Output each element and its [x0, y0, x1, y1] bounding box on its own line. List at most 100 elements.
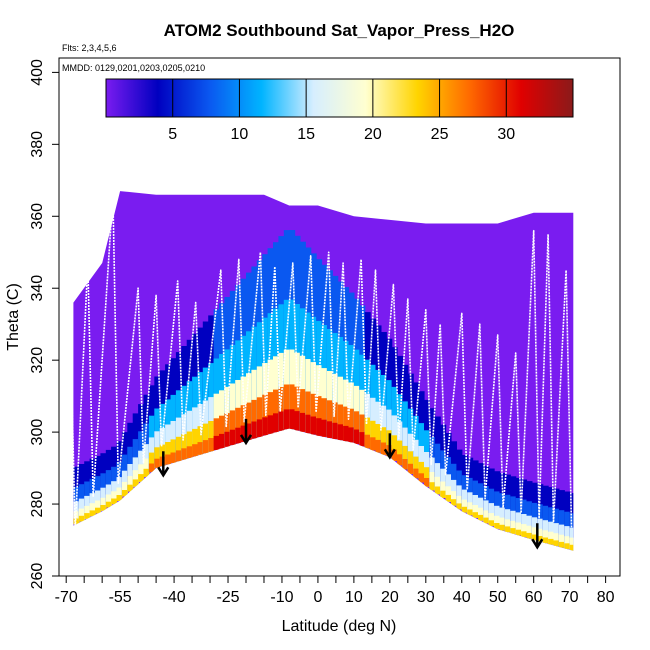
humidity-cell — [106, 502, 112, 508]
colorbar: 5 10 15 20 25 30 — [106, 79, 573, 143]
humidity-cell — [435, 487, 441, 495]
humidity-cell — [289, 409, 295, 429]
humidity-cell — [176, 450, 182, 461]
humidity-cell — [429, 482, 435, 490]
y-tick-label: 320 — [29, 347, 46, 374]
colorbar-tick-label: 20 — [364, 126, 382, 143]
x-axis-label: Latitude (deg N) — [282, 618, 397, 635]
humidity-cell — [262, 417, 268, 435]
humidity-cell — [451, 499, 457, 505]
humidity-cell — [338, 424, 344, 440]
humidity-cell — [224, 432, 230, 447]
chart-title: ATOM2 Southbound Sat_Vapor_Press_H2O — [164, 21, 515, 40]
humidity-cell — [510, 528, 516, 534]
humidity-cell — [478, 515, 484, 521]
humidity-cell — [543, 538, 549, 544]
humidity-cell — [332, 423, 338, 439]
humidity-cell — [305, 415, 311, 434]
humidity-cell — [84, 513, 90, 519]
humidity-cell — [446, 495, 452, 502]
humidity-cell — [402, 459, 408, 470]
x-tick-label: -25 — [216, 589, 239, 606]
humidity-cell — [122, 490, 128, 496]
humidity-cell — [300, 413, 306, 432]
chart-canvas: ATOM2 Southbound Sat_Vapor_Press_H2O Flt… — [0, 0, 650, 650]
humidity-cell — [192, 444, 198, 456]
humidity-cell — [456, 503, 462, 509]
humidity-cell — [570, 545, 576, 551]
humidity-cell — [554, 540, 560, 546]
y-tick-label: 400 — [29, 59, 46, 86]
y-tick-label: 300 — [29, 419, 46, 446]
y-tick-label: 360 — [29, 203, 46, 230]
humidity-cell — [548, 539, 554, 545]
humidity-cell — [483, 518, 489, 524]
x-tick-label: 20 — [381, 589, 399, 606]
x-tick-label: 0 — [313, 589, 322, 606]
y-axis: 260280300320340360380400 — [29, 59, 59, 589]
humidity-cell — [365, 435, 371, 449]
humidity-cell — [181, 448, 187, 459]
humidity-cell — [316, 418, 322, 436]
x-tick-label: 80 — [597, 589, 615, 606]
humidity-cell — [79, 516, 85, 522]
humidity-cell — [230, 430, 236, 445]
humidity-cell — [462, 507, 468, 513]
humidity-cell — [187, 446, 193, 458]
x-tick-label: 50 — [489, 589, 507, 606]
humidity-cell — [349, 427, 355, 442]
humidity-cell — [397, 454, 403, 465]
humidity-cell — [311, 417, 317, 435]
x-tick-label: -55 — [109, 589, 132, 606]
y-tick-label: 260 — [29, 563, 46, 590]
humidity-cell — [165, 455, 171, 465]
humidity-cell — [127, 485, 133, 492]
humidity-cell — [467, 510, 473, 516]
y-tick-label: 340 — [29, 275, 46, 302]
colorbar-tick-label: 5 — [168, 126, 177, 143]
humidity-cell — [473, 512, 479, 518]
humidity-cell — [90, 510, 96, 516]
x-tick-label: 60 — [525, 589, 543, 606]
x-tick-label: 10 — [345, 589, 363, 606]
humidity-cell — [198, 442, 204, 455]
humidity-cell — [278, 411, 284, 431]
humidity-cell — [219, 434, 225, 449]
humidity-cell — [203, 440, 209, 453]
humidity-cell — [100, 505, 106, 511]
humidity-cell — [295, 411, 301, 431]
x-tick-label: 70 — [561, 589, 579, 606]
x-tick-label: 40 — [453, 589, 471, 606]
flights-label: Flts: 2,3,4,5,6 — [62, 43, 117, 53]
humidity-cell — [111, 499, 117, 505]
colorbar-swatch — [106, 79, 573, 117]
humidity-cell — [327, 421, 333, 438]
humidity-cell — [343, 426, 349, 441]
humidity-cell — [564, 543, 570, 549]
mmdd-label: MMDD: 0129,0201,0203,0205,0210 — [62, 63, 205, 73]
colorbar-tick-label: 30 — [497, 126, 515, 143]
humidity-cell — [370, 437, 376, 450]
humidity-cell — [419, 473, 425, 482]
humidity-cell — [440, 491, 446, 498]
humidity-cell — [376, 440, 382, 453]
humidity-cell — [208, 438, 214, 452]
humidity-cell — [268, 415, 274, 434]
x-tick-label: -40 — [163, 589, 186, 606]
humidity-cell — [149, 464, 155, 473]
humidity-cell — [494, 523, 500, 529]
humidity-cell — [273, 413, 279, 432]
colorbar-tick-label: 10 — [231, 126, 249, 143]
humidity-cell — [144, 469, 150, 477]
humidity-cell — [214, 436, 220, 450]
humidity-cell — [284, 409, 290, 429]
humidity-cell — [138, 474, 144, 482]
y-tick-label: 280 — [29, 491, 46, 518]
humidity-cell — [408, 464, 414, 474]
humidity-cell — [154, 459, 160, 468]
humidity-cell — [359, 432, 365, 446]
humidity-cell — [527, 533, 533, 539]
humidity-cell — [257, 419, 263, 437]
x-tick-label: -70 — [55, 589, 78, 606]
humidity-cell — [354, 430, 360, 445]
